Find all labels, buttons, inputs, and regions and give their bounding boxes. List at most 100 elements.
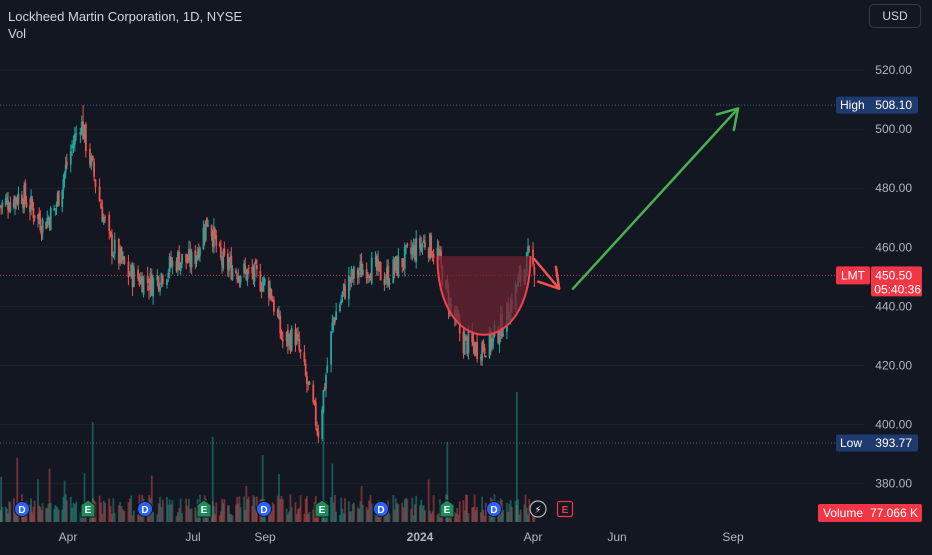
candle-body bbox=[388, 282, 391, 285]
candle-body bbox=[383, 278, 386, 285]
volume-bar bbox=[139, 514, 142, 522]
volume-bar bbox=[279, 498, 282, 522]
volume-bar bbox=[388, 513, 391, 522]
candle-body bbox=[306, 375, 308, 385]
candle-body bbox=[25, 202, 28, 207]
volume-bar bbox=[40, 509, 43, 522]
volume-bar bbox=[437, 513, 440, 522]
volume-bar bbox=[46, 508, 49, 522]
candle-body bbox=[415, 238, 418, 262]
candle-body bbox=[159, 287, 161, 291]
green-arrow[interactable] bbox=[571, 107, 740, 290]
candle-body bbox=[189, 249, 192, 267]
cup-fill[interactable] bbox=[437, 256, 531, 335]
candle-body bbox=[359, 261, 362, 271]
candle-body bbox=[267, 280, 270, 298]
candle-body bbox=[253, 263, 256, 282]
candle-body bbox=[215, 234, 218, 246]
volume-bar bbox=[286, 514, 289, 522]
volume-bar bbox=[466, 494, 469, 522]
candle-body bbox=[402, 265, 405, 267]
candle-body bbox=[54, 208, 57, 210]
dividend-marker[interactable]: D bbox=[137, 501, 153, 517]
dividend-marker[interactable]: D bbox=[14, 501, 30, 517]
candle-body bbox=[276, 309, 279, 317]
volume-bar bbox=[231, 515, 234, 522]
candle-body bbox=[427, 248, 430, 258]
candle-body bbox=[247, 267, 250, 269]
volume-bar bbox=[100, 502, 102, 522]
volume-bar bbox=[465, 494, 467, 522]
volume-bar bbox=[332, 502, 335, 522]
arrow-head bbox=[537, 265, 561, 290]
volume-bar bbox=[455, 513, 457, 522]
volume-bar bbox=[156, 514, 159, 522]
candle-body bbox=[349, 277, 352, 283]
candle-body bbox=[340, 299, 343, 304]
earnings-marker[interactable]: E bbox=[314, 499, 330, 518]
volume-bar bbox=[422, 504, 425, 522]
volume-bar bbox=[56, 507, 59, 522]
volume-bar bbox=[281, 499, 284, 522]
earnings-marker[interactable]: E bbox=[80, 499, 96, 518]
dividend-marker[interactable]: D bbox=[373, 501, 389, 517]
volume-bar bbox=[252, 495, 255, 522]
candle-body bbox=[260, 288, 263, 292]
candle-body bbox=[332, 317, 335, 325]
red-arrow[interactable] bbox=[533, 257, 561, 290]
volume-bar bbox=[83, 473, 86, 522]
earnings-marker[interactable]: E bbox=[439, 499, 455, 518]
candle-body bbox=[378, 261, 381, 264]
candle-body bbox=[270, 289, 273, 300]
candle-body bbox=[57, 190, 60, 206]
volume-bar bbox=[159, 496, 161, 522]
event-markers[interactable]: D E D E D E D E D ⚡ E bbox=[14, 499, 574, 518]
candle-body bbox=[237, 274, 240, 282]
candle-body bbox=[17, 193, 20, 205]
candle-body bbox=[410, 247, 413, 254]
symbol-title: Lockheed Martin Corporation, 1D, NYSE bbox=[8, 9, 243, 24]
candle-body bbox=[146, 275, 149, 283]
dividend-marker[interactable]: D bbox=[486, 501, 502, 517]
time-axis[interactable]: Apr Jul Sep 2024 Apr Jun Sep bbox=[59, 530, 744, 544]
candle-body bbox=[195, 255, 198, 264]
candle-body bbox=[214, 228, 216, 237]
cup-outline[interactable] bbox=[436, 256, 532, 336]
volume-bar bbox=[244, 510, 247, 522]
volume-bar bbox=[342, 513, 345, 522]
volume-bar bbox=[221, 498, 223, 522]
volume-bar bbox=[55, 506, 58, 522]
volume-bar bbox=[30, 498, 33, 522]
volume-bar bbox=[228, 505, 230, 522]
volume-bar bbox=[419, 505, 421, 522]
dividend-marker[interactable]: D bbox=[256, 501, 272, 517]
candle-body bbox=[108, 214, 111, 232]
y-tick-label: 420.00 bbox=[875, 359, 912, 373]
earnings-marker[interactable]: E bbox=[196, 499, 212, 518]
split-marker[interactable]: ⚡ bbox=[529, 500, 547, 518]
earnings-marker[interactable]: E bbox=[556, 500, 574, 518]
candle-body bbox=[46, 217, 49, 227]
x-tick-label: 2024 bbox=[407, 530, 434, 544]
candle-body bbox=[458, 320, 461, 334]
price-axis[interactable]: 520.00 500.00 480.00 460.00 440.00 420.00 400.… bbox=[875, 63, 912, 491]
volume-bar bbox=[102, 500, 105, 522]
candle-body bbox=[244, 265, 247, 270]
volume-bar bbox=[392, 494, 395, 522]
marker-label: D bbox=[141, 505, 148, 516]
candle-body bbox=[436, 247, 439, 256]
candle-body bbox=[37, 214, 39, 219]
volume-bar bbox=[101, 513, 104, 522]
volume-bar bbox=[394, 498, 397, 522]
volume-bar bbox=[223, 499, 226, 522]
volume-bar bbox=[299, 495, 302, 522]
volume-bar bbox=[297, 509, 299, 522]
volume-bar bbox=[14, 508, 16, 522]
candle-body bbox=[467, 331, 470, 353]
candle-body bbox=[331, 322, 334, 331]
candle-body bbox=[235, 269, 237, 273]
candle-body bbox=[55, 204, 58, 207]
currency-button[interactable]: USD bbox=[869, 4, 921, 28]
